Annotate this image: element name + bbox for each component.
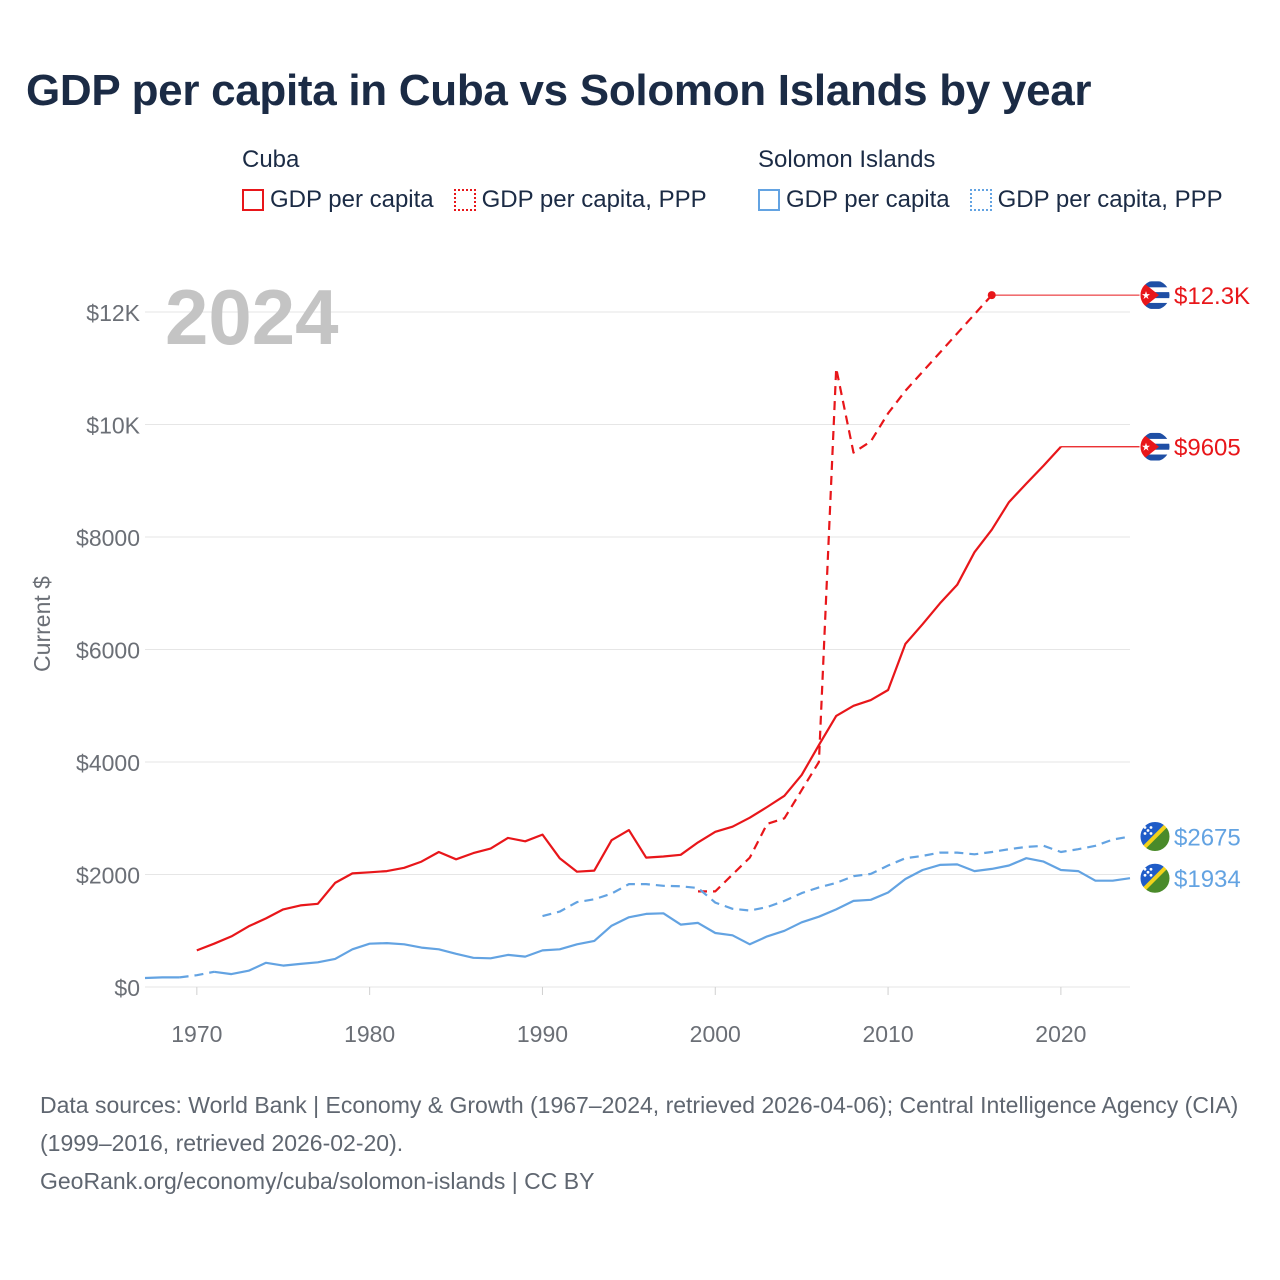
legend-label: GDP per capita <box>270 186 434 213</box>
x-tick-label: 2020 <box>1035 1021 1086 1047</box>
x-axis: 1970 1980 1990 2000 2010 2020 <box>171 987 1086 1047</box>
y-tick-label: $2000 <box>76 863 140 889</box>
line-chart: 2024 $0 $2000 $4000 $6000 $8000 $10K $12K 1970… <box>29 273 1250 1047</box>
series-line <box>213 857 1131 976</box>
grid-layer <box>145 311 1130 988</box>
cuba-flag-icon <box>1139 279 1171 311</box>
y-axis: $0 $2000 $4000 $6000 $8000 $10K $12K <box>76 300 141 1001</box>
series-layer <box>144 291 1140 980</box>
legend-swatch-solomon-gdp <box>758 189 780 211</box>
x-tick-label: 1990 <box>517 1021 568 1047</box>
data-sources: Data sources: World Bank | Economy & Gro… <box>40 1092 1239 1156</box>
series-end-marker <box>987 291 996 300</box>
series-end-label: $2675 <box>1174 825 1241 852</box>
series-line <box>698 294 993 893</box>
legend-group-name: Solomon Islands <box>758 146 936 173</box>
legend-group-cuba: Cuba GDP per capita GDP per capita, PPP <box>242 144 727 214</box>
legend-swatch-solomon-gdp-ppp <box>969 189 992 211</box>
y-tick-label: $0 <box>114 975 140 1001</box>
chart-title: GDP per capita in Cuba vs Solomon Island… <box>26 66 1092 115</box>
series-line <box>196 445 1062 952</box>
legend-label: GDP per capita, PPP <box>481 186 707 213</box>
legend-group-name: Cuba <box>242 146 300 173</box>
series-end-label: $1934 <box>1174 866 1241 893</box>
y-tick-label: $10K <box>86 413 140 439</box>
series-end-label: $12.3K <box>1174 283 1250 310</box>
y-axis-label: Current $ <box>29 576 55 672</box>
attribution: GeoRank.org/economy/cuba/solomon-islands… <box>40 1168 595 1194</box>
legend-item-cuba-gdp-ppp[interactable]: GDP per capita, PPP <box>453 186 707 214</box>
cuba-flag-icon <box>1139 431 1171 463</box>
legend-item-solomon-gdp-ppp[interactable]: GDP per capita, PPP <box>969 186 1223 214</box>
x-tick-label: 2000 <box>690 1021 741 1047</box>
legend-swatch-cuba-gdp <box>242 189 264 211</box>
y-tick-label: $6000 <box>76 638 140 664</box>
legend-group-solomon-islands: Solomon Islands GDP per capita GDP per c… <box>758 144 1243 214</box>
series-line <box>179 970 215 979</box>
legend-label: GDP per capita, PPP <box>997 186 1223 213</box>
solomon-islands-flag-icon <box>1139 821 1171 853</box>
y-tick-label: $8000 <box>76 525 140 551</box>
x-tick-label: 2010 <box>862 1021 913 1047</box>
solomon-islands-flag-icon <box>1139 862 1171 894</box>
legend-item-solomon-gdp[interactable]: GDP per capita <box>758 186 950 214</box>
legend-item-cuba-gdp[interactable]: GDP per capita <box>242 186 434 214</box>
end-labels: $9605 $12.3K $1934 $2675 <box>1139 279 1250 894</box>
series-line <box>542 835 1131 918</box>
series-line <box>144 976 180 980</box>
footer: Data sources: World Bank | Economy & Gro… <box>40 1086 1240 1200</box>
legend-label: GDP per capita <box>786 186 950 213</box>
x-tick-label: 1970 <box>171 1021 222 1047</box>
series-end-label: $9605 <box>1174 435 1241 462</box>
legend-swatch-cuba-gdp-ppp <box>453 189 476 211</box>
x-tick-label: 1980 <box>344 1021 395 1047</box>
year-watermark: 2024 <box>165 273 339 361</box>
y-tick-label: $12K <box>86 300 140 326</box>
y-tick-label: $4000 <box>76 750 140 776</box>
